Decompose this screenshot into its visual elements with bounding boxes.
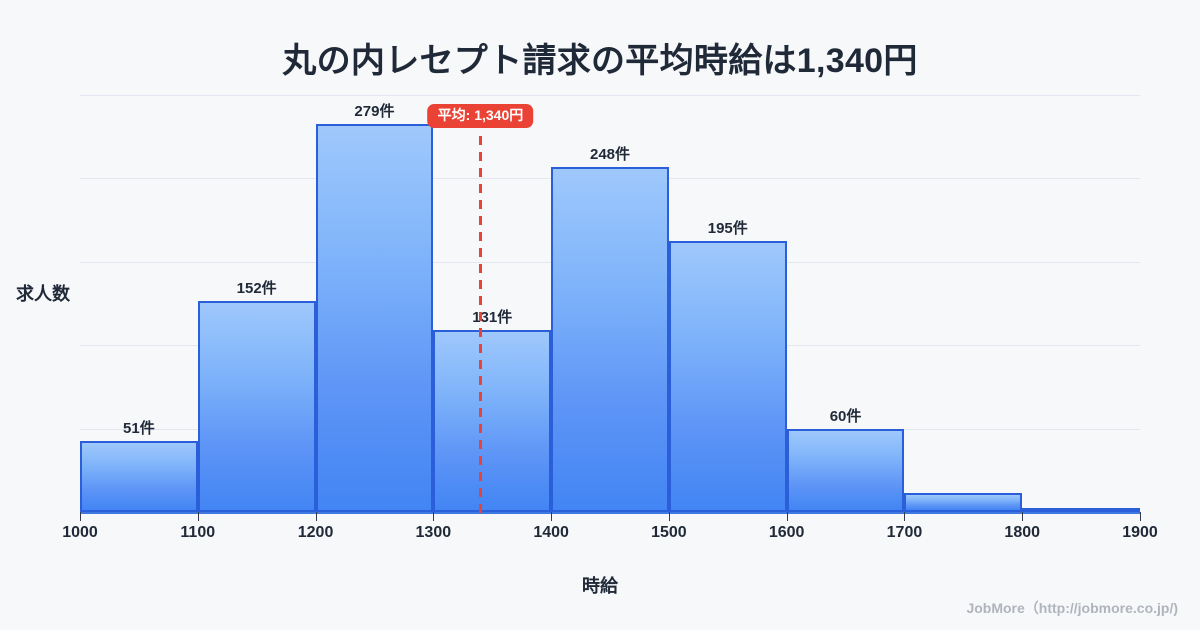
x-tick-mark — [1022, 512, 1024, 521]
bar — [786, 428, 905, 512]
y-axis-title: 求人数 — [16, 284, 70, 304]
x-tick-mark — [668, 512, 670, 521]
bar-label: 195件 — [707, 219, 748, 237]
x-tick-label: 1600 — [768, 524, 805, 541]
x-tick-label: 1300 — [415, 524, 452, 541]
x-tick-label: 1000 — [62, 524, 98, 541]
bar — [1022, 508, 1140, 512]
x-tick-mark — [904, 512, 906, 521]
bar-label: 131件 — [472, 308, 513, 326]
x-tick-mark — [551, 512, 553, 521]
gridline — [80, 95, 1140, 96]
bar — [551, 167, 669, 512]
footer-credit: JobMore（http://jobmore.co.jp/) — [966, 600, 1178, 616]
bar — [668, 240, 787, 512]
x-tick-mark — [315, 512, 317, 521]
mean-badge: 平均: 1,340円 — [427, 104, 534, 129]
x-tick-label: 1700 — [886, 524, 923, 541]
plot-area — [80, 95, 1140, 512]
bar — [197, 300, 316, 512]
page-title: 丸の内レセプト請求の平均時給は1,340円 — [282, 42, 918, 80]
x-tick-label: 1200 — [297, 524, 334, 541]
x-tick-mark — [1140, 512, 1141, 521]
bar-label: 279件 — [354, 103, 395, 121]
x-tick-mark — [197, 512, 199, 521]
x-tick-label: 1800 — [1004, 524, 1041, 541]
bar — [80, 441, 198, 512]
bar-label: 248件 — [589, 146, 631, 164]
x-tick-mark — [80, 512, 81, 521]
x-tick-label: 1100 — [180, 524, 216, 541]
x-tick-label: 1500 — [651, 524, 687, 541]
x-tick-mark — [786, 512, 788, 521]
x-axis-baseline — [80, 512, 1140, 514]
x-tick-label: 1400 — [533, 524, 569, 541]
bar-label: 152件 — [236, 279, 277, 297]
x-tick-label: 1900 — [1122, 524, 1158, 541]
bar-label: 60件 — [829, 407, 862, 425]
bar — [433, 329, 552, 512]
bar — [904, 492, 1023, 512]
bar-label: 51件 — [123, 420, 155, 438]
mean-line — [479, 136, 483, 514]
x-axis-title: 時給 — [582, 576, 618, 596]
x-tick-mark — [433, 512, 435, 521]
bar — [315, 124, 434, 512]
